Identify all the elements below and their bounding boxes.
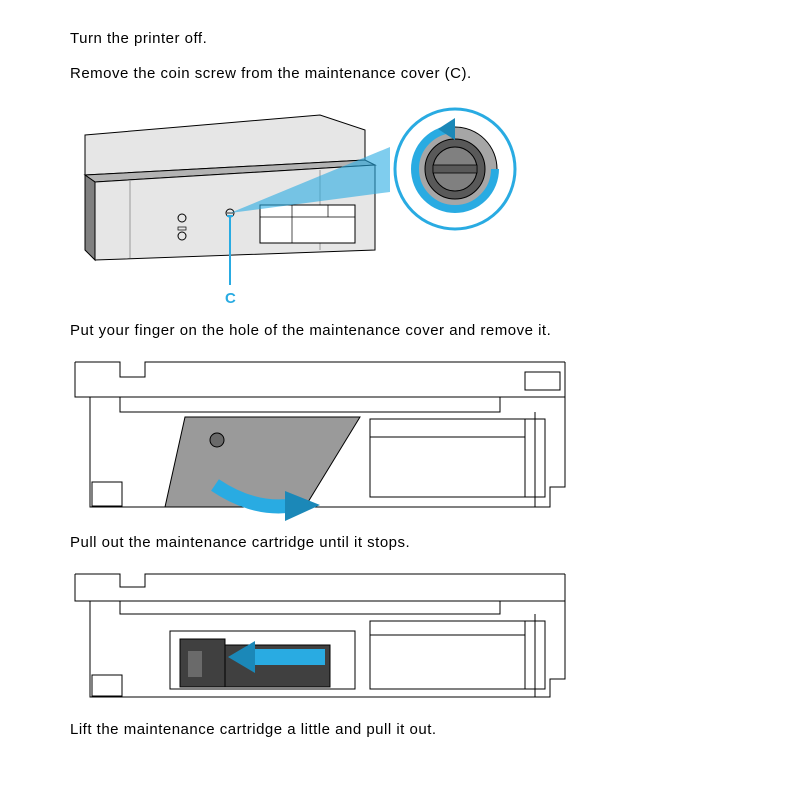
maintenance-cover: [165, 417, 360, 507]
figure-pull-cartridge: [70, 569, 750, 709]
figure-remove-cover: [70, 357, 750, 522]
step-4-text: Pull out the maintenance cartridge until…: [70, 534, 750, 551]
step-5-text: Lift the maintenance cartridge a little …: [70, 721, 750, 738]
coinscrew-inset: [395, 109, 515, 229]
step-2-text: Remove the coin screw from the maintenan…: [70, 65, 750, 82]
step-1-text: Turn the printer off.: [70, 30, 750, 47]
instruction-page: Turn the printer off. Remove the coin sc…: [0, 0, 800, 758]
figure-printer-coinscrew: C: [70, 100, 750, 310]
step-3-text: Put your finger on the hole of the maint…: [70, 322, 750, 339]
label-c: C: [225, 290, 236, 307]
